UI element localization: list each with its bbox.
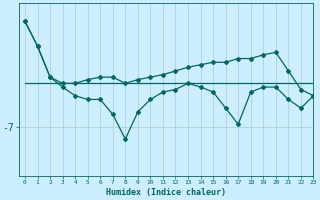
X-axis label: Humidex (Indice chaleur): Humidex (Indice chaleur) xyxy=(106,188,226,197)
